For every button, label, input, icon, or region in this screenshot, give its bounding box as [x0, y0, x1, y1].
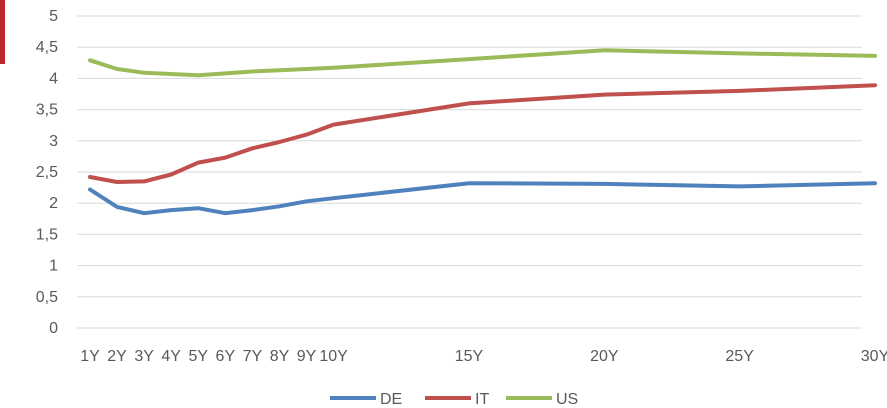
x-tick-label: 1Y: [80, 348, 100, 365]
y-tick-label: 4,5: [36, 39, 58, 56]
y-tick-label: 3,5: [36, 102, 58, 119]
y-tick-label: 5: [49, 8, 58, 25]
y-tick-label: 1: [49, 258, 58, 275]
series-line-de: [88, 181, 877, 216]
x-tick-label: 7Y: [243, 348, 263, 365]
y-tick-label: 0,5: [36, 289, 58, 306]
grid-lines: [77, 15, 862, 329]
x-tick-label: 2Y: [107, 348, 127, 365]
series-line-it: [88, 83, 877, 184]
legend-label-us: US: [556, 391, 578, 408]
legend-label-it: IT: [475, 391, 489, 408]
series-lines: [88, 48, 877, 216]
x-tick-label: 20Y: [590, 348, 619, 365]
y-tick-label: 1,5: [36, 226, 58, 243]
y-tick-label: 2,5: [36, 164, 58, 181]
x-tick-label: 30Y: [861, 348, 887, 365]
legend: DE IT US: [330, 391, 578, 408]
x-tick-label: 4Y: [161, 348, 181, 365]
x-tick-label: 3Y: [134, 348, 154, 365]
legend-label-de: DE: [380, 391, 402, 408]
x-tick-label: 10Y: [319, 348, 348, 365]
x-tick-label: 5Y: [188, 348, 208, 365]
x-tick-label: 9Y: [297, 348, 317, 365]
x-tick-label: 15Y: [455, 348, 484, 365]
y-tick-label: 0: [49, 320, 58, 337]
x-tick-label: 25Y: [725, 348, 754, 365]
y-axis-tick-labels: 0 0,5 1 1,5 2 2,5 3 3,5 4 4,5 5: [36, 8, 58, 337]
x-tick-label: 6Y: [216, 348, 236, 365]
x-axis-tick-labels: 1Y 2Y 3Y 4Y 5Y 6Y 7Y 8Y 9Y 10Y 15Y 20Y 25Y 30Y: [80, 348, 887, 365]
y-tick-label: 2: [49, 195, 58, 212]
series-line-us: [88, 48, 877, 78]
y-tick-label: 3: [49, 133, 58, 150]
x-tick-label: 8Y: [270, 348, 290, 365]
y-tick-label: 4: [49, 70, 58, 87]
accent-bar: [0, 0, 5, 64]
